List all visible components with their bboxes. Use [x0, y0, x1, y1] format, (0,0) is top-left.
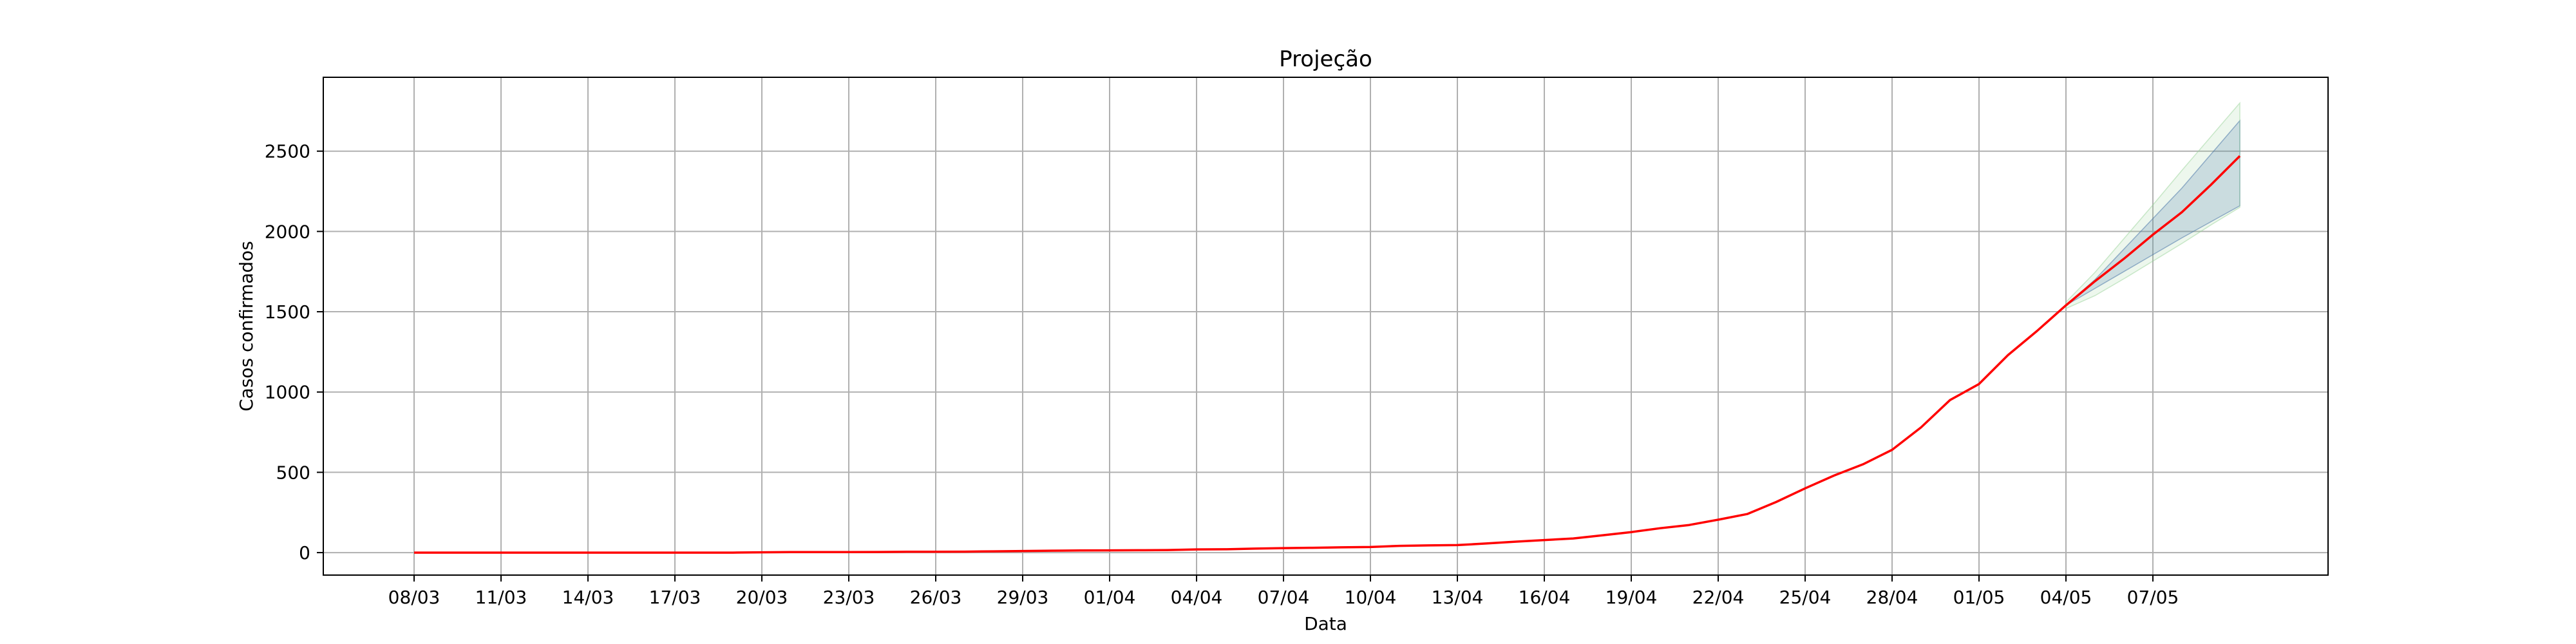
- grid-lines: [323, 77, 2328, 575]
- confidence-bands: [2065, 101, 2240, 310]
- chart-title: Projeção: [1279, 46, 1372, 72]
- x-tick-label: 01/05: [1953, 587, 2005, 608]
- y-tick-label: 500: [276, 462, 310, 483]
- y-tick-label: 2500: [265, 141, 310, 162]
- x-tick-label: 13/04: [1432, 587, 1484, 608]
- x-tick-label: 28/04: [1866, 587, 1918, 608]
- x-tick-label: 26/03: [910, 587, 962, 608]
- y-tick-label: 1500: [265, 301, 310, 323]
- x-tick-label: 04/05: [2040, 587, 2092, 608]
- x-tick-label: 07/04: [1258, 587, 1310, 608]
- x-tick-label: 22/04: [1692, 587, 1745, 608]
- x-tick-label: 10/04: [1345, 587, 1397, 608]
- x-tick-label: 17/03: [649, 587, 701, 608]
- x-tick-label: 11/03: [475, 587, 527, 608]
- x-tick-label: 20/03: [736, 587, 788, 608]
- x-tick-label: 01/04: [1084, 587, 1136, 608]
- series-lines: [414, 155, 2241, 554]
- x-tick-label: 25/04: [1779, 587, 1832, 608]
- x-tick-label: 08/03: [388, 587, 440, 608]
- y-tick-label: 1000: [265, 382, 310, 403]
- y-tick-label: 0: [299, 542, 310, 564]
- x-tick-label: 04/04: [1171, 587, 1223, 608]
- x-tick-label: 19/04: [1605, 587, 1658, 608]
- x-tick-label: 23/03: [823, 587, 875, 608]
- y-axis-label: Casos confirmados: [236, 241, 257, 412]
- series-line: [414, 155, 2241, 554]
- x-axis-ticks: 08/03 11/03 14/03 17/03 20/03 23/03 26/03 29/03…: [388, 575, 2179, 608]
- confidence-band: [2065, 101, 2240, 310]
- y-tick-label: 2000: [265, 221, 310, 242]
- x-tick-label: 07/05: [2127, 587, 2179, 608]
- x-axis-label: Data: [1304, 613, 1347, 634]
- x-tick-label: 14/03: [562, 587, 614, 608]
- x-tick-label: 16/04: [1519, 587, 1571, 608]
- x-tick-label: 29/03: [997, 587, 1049, 608]
- y-axis-ticks: 0 500 1000 1500 2000 2500: [265, 141, 323, 564]
- plot-frame: [323, 77, 2329, 576]
